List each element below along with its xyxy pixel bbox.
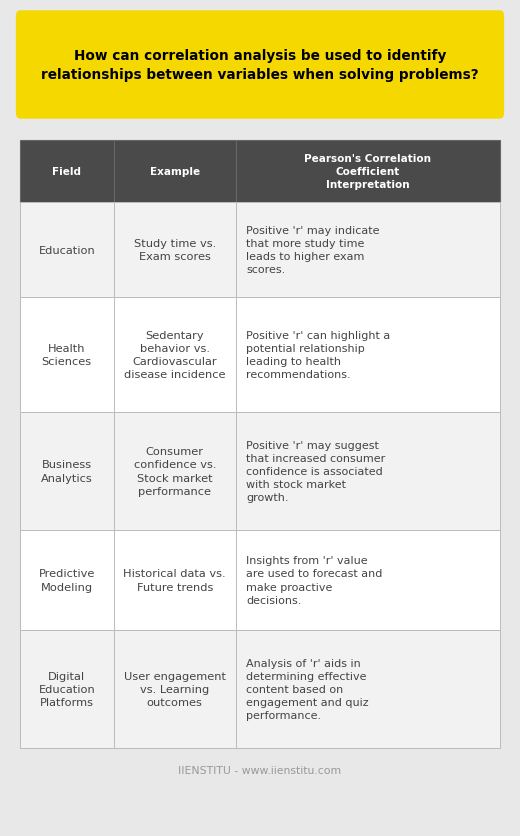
Text: Health
Sciences: Health Sciences bbox=[42, 344, 92, 367]
Text: Positive 'r' may suggest
that increased consumer
confidence is associated
with s: Positive 'r' may suggest that increased … bbox=[246, 440, 385, 502]
Text: Historical data vs.
Future trends: Historical data vs. Future trends bbox=[123, 568, 226, 592]
Text: Education: Education bbox=[38, 245, 95, 255]
Bar bbox=[20, 140, 113, 203]
Bar bbox=[113, 530, 236, 630]
Text: Analysis of 'r' aids in
determining effective
content based on
engagement and qu: Analysis of 'r' aids in determining effe… bbox=[246, 658, 369, 721]
Text: How can correlation analysis be used to identify
relationships between variables: How can correlation analysis be used to … bbox=[41, 48, 479, 82]
Text: Field: Field bbox=[53, 167, 81, 176]
Bar bbox=[236, 412, 500, 530]
Bar bbox=[236, 140, 500, 203]
Text: Study time vs.
Exam scores: Study time vs. Exam scores bbox=[134, 238, 216, 262]
Bar bbox=[20, 203, 113, 298]
Bar bbox=[113, 140, 236, 203]
Text: Business
Analytics: Business Analytics bbox=[41, 460, 93, 483]
Text: Consumer
confidence vs.
Stock market
performance: Consumer confidence vs. Stock market per… bbox=[134, 446, 216, 497]
Text: Insights from 'r' value
are used to forecast and
make proactive
decisions.: Insights from 'r' value are used to fore… bbox=[246, 556, 382, 605]
Text: IIENSTITU - www.iienstitu.com: IIENSTITU - www.iienstitu.com bbox=[178, 765, 342, 775]
Text: Pearson's Correlation
Coefficient
Interpretation: Pearson's Correlation Coefficient Interp… bbox=[305, 154, 432, 190]
Bar bbox=[236, 203, 500, 298]
Bar bbox=[113, 630, 236, 748]
FancyBboxPatch shape bbox=[16, 12, 504, 120]
Bar bbox=[20, 412, 113, 530]
Text: User engagement
vs. Learning
outcomes: User engagement vs. Learning outcomes bbox=[124, 671, 226, 707]
Text: Predictive
Modeling: Predictive Modeling bbox=[38, 568, 95, 592]
Bar bbox=[20, 298, 113, 412]
Bar bbox=[113, 412, 236, 530]
Text: Example: Example bbox=[150, 167, 200, 176]
Bar bbox=[236, 298, 500, 412]
Bar bbox=[236, 530, 500, 630]
Text: Digital
Education
Platforms: Digital Education Platforms bbox=[38, 671, 95, 707]
Text: Positive 'r' may indicate
that more study time
leads to higher exam
scores.: Positive 'r' may indicate that more stud… bbox=[246, 226, 380, 275]
Text: Positive 'r' can highlight a
potential relationship
leading to health
recommenda: Positive 'r' can highlight a potential r… bbox=[246, 330, 390, 380]
Bar bbox=[20, 630, 113, 748]
Bar bbox=[113, 203, 236, 298]
Bar bbox=[20, 530, 113, 630]
Bar bbox=[236, 630, 500, 748]
Bar bbox=[113, 298, 236, 412]
Text: Sedentary
behavior vs.
Cardiovascular
disease incidence: Sedentary behavior vs. Cardiovascular di… bbox=[124, 330, 226, 380]
